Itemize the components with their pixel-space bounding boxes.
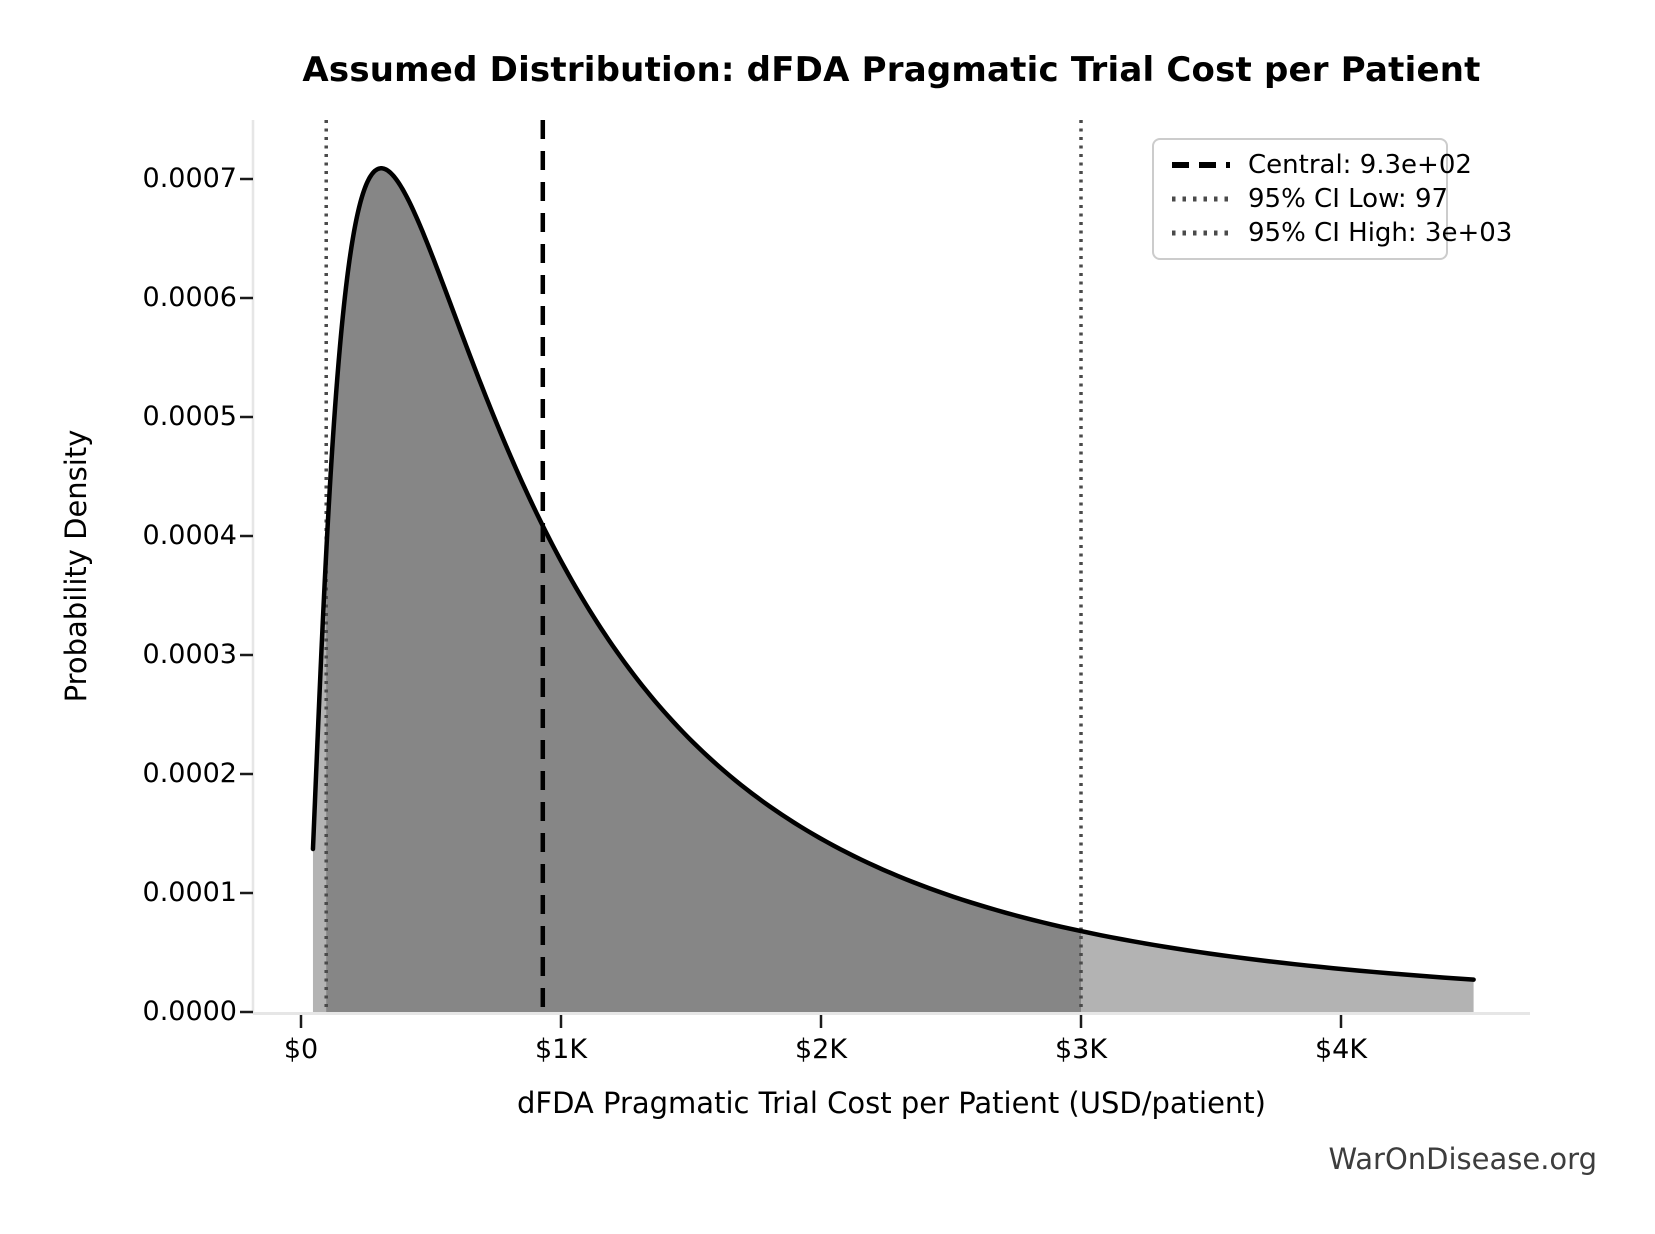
legend-item-central: Central: 9.3e+02 <box>1172 150 1472 180</box>
legend-item-label: 95% CI Low: 97 <box>1248 184 1449 214</box>
x-axis-label: dFDA Pragmatic Trial Cost per Patient (U… <box>517 1086 1266 1120</box>
legend-item-label: Central: 9.3e+02 <box>1248 150 1472 180</box>
legend: Central: 9.3e+02 95% CI Low: 97 95% CI H… <box>1152 138 1512 260</box>
watermark: WarOnDisease.org <box>1328 1142 1597 1176</box>
legend-dotted-line-icon <box>1172 230 1230 236</box>
legend-dotted-line-icon <box>1172 196 1230 202</box>
legend-item-ci-high: 95% CI High: 3e+03 <box>1172 218 1512 248</box>
legend-item-label: 95% CI High: 3e+03 <box>1248 218 1513 248</box>
legend-item-ci-low: 95% CI Low: 97 <box>1172 184 1448 214</box>
chart-title: Assumed Distribution: dFDA Pragmatic Tri… <box>302 50 1481 90</box>
density-area-ci <box>326 168 1082 1013</box>
density-curve <box>310 166 1476 982</box>
legend-dashed-line-icon <box>1172 162 1230 168</box>
